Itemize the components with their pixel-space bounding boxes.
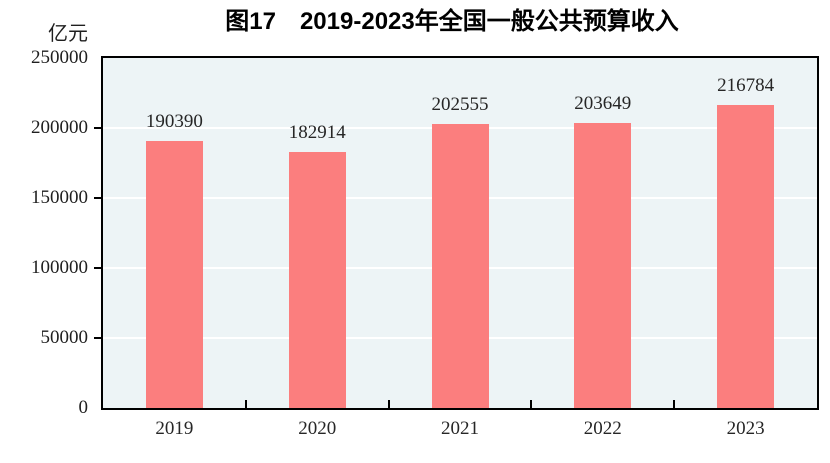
y-axis-tick — [94, 337, 101, 339]
y-tick-label: 150000 — [31, 187, 88, 208]
bar-2020 — [289, 151, 346, 408]
x-axis-tick — [244, 400, 247, 408]
y-axis-tick — [94, 197, 101, 199]
bar-value-label-2023: 216784 — [717, 74, 775, 96]
x-axis-tick — [673, 400, 676, 408]
y-tick-label: 200000 — [31, 117, 88, 138]
y-tick-label: 100000 — [31, 257, 88, 278]
bar-value-label-2022: 203649 — [574, 92, 632, 114]
x-tick-label-2021: 2021 — [441, 418, 479, 439]
bar-value-label-2019: 190390 — [145, 111, 203, 133]
y-axis-tick — [94, 267, 101, 269]
chart-title: 图17 2019-2023年全国一般公共预算收入 — [225, 8, 679, 35]
y-axis-unit-label: 亿元 — [48, 23, 88, 45]
x-tick-label-2019: 2019 — [155, 418, 194, 439]
bar-2022 — [574, 122, 631, 408]
y-axis-tick — [94, 127, 101, 129]
bar-2021 — [432, 124, 489, 408]
x-tick-label-2020: 2020 — [298, 418, 337, 439]
x-tick-label-2022: 2022 — [583, 418, 622, 439]
y-tick-label: 50000 — [40, 327, 89, 348]
x-tick-label-2023: 2023 — [726, 418, 765, 439]
bar-2019 — [146, 141, 203, 408]
plot-area — [101, 56, 819, 410]
bar-value-label-2020: 182914 — [288, 121, 346, 143]
x-axis-tick — [530, 400, 533, 408]
bar-2023 — [717, 104, 774, 408]
bar-value-label-2021: 202555 — [431, 94, 489, 116]
y-tick-label: 250000 — [31, 47, 88, 68]
y-tick-label: 0 — [78, 397, 89, 418]
x-axis-tick — [387, 400, 390, 408]
